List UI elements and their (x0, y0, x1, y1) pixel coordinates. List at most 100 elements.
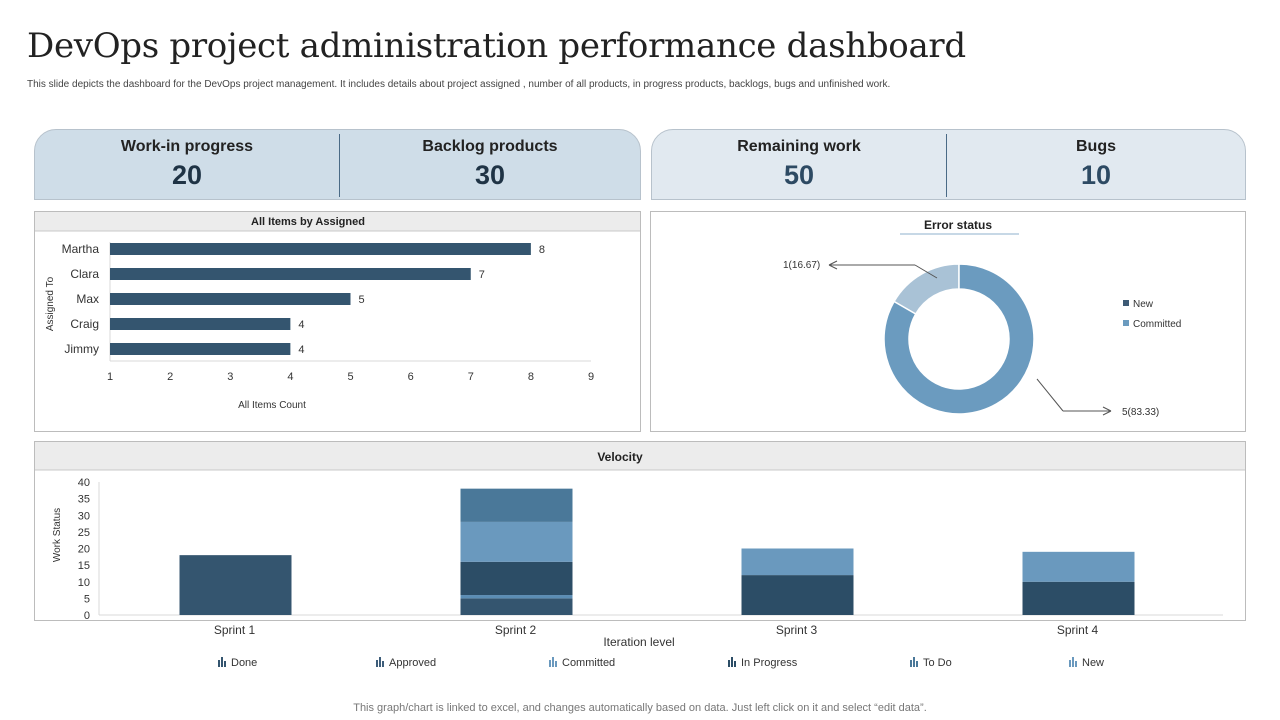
velocity-y-tick: 20 (78, 544, 90, 556)
velocity-segment (179, 555, 292, 615)
assigned-bar (110, 343, 291, 355)
velocity-y-tick: 25 (78, 527, 90, 539)
kpi-value: 30 (474, 160, 506, 190)
bar-chart-icon (1068, 656, 1080, 670)
assigned-category-label: Martha (62, 242, 100, 256)
velocity-x-axis-label: Iteration level (603, 635, 674, 649)
assigned-x-tick: 3 (227, 371, 233, 383)
velocity-segment (741, 548, 854, 576)
assigned-data-label: 7 (479, 269, 485, 281)
kpi-label: Bugs (1076, 138, 1116, 155)
velocity-segment (460, 595, 573, 599)
legend-committed-label: Committed (1133, 319, 1181, 330)
legend-committed: Committed (548, 656, 615, 670)
velocity-y-tick: 30 (78, 510, 90, 522)
error-status-panel: Error status 1(16.67) 5(83.33) New Commi… (650, 211, 1246, 432)
kpi-divider (946, 134, 947, 197)
kpi-bugs: Bugs 10 (947, 130, 1245, 199)
assigned-category-label: Clara (70, 267, 99, 281)
assigned-chart-header (35, 212, 640, 231)
velocity-x-tick: Sprint 2 (495, 623, 537, 637)
page-subtitle: This slide depicts the dashboard for the… (27, 79, 891, 90)
bar-chart-icon (548, 656, 560, 670)
velocity-segment (460, 598, 573, 615)
assigned-chart-panel: All Items by Assigned Martha 8 Clara 7 Max 5 C… (34, 211, 641, 432)
legend-done: Done (217, 656, 257, 670)
bar-chart-icon (909, 656, 921, 670)
velocity-segment (460, 521, 573, 562)
kpi-value: 20 (171, 160, 203, 190)
velocity-x-tick: Sprint 4 (1057, 623, 1099, 637)
velocity-x-tick: Sprint 1 (214, 623, 256, 637)
velocity-stacked-bar-chart: Velocity 0 5 10 15 20 25 30 35 40 Work Status (35, 442, 1245, 622)
velocity-panel: Velocity 0 5 10 15 20 25 30 35 40 Work Status (34, 441, 1246, 622)
velocity-segment (1022, 581, 1135, 615)
assigned-x-tick: 5 (347, 371, 353, 383)
velocity-title: Velocity (597, 450, 643, 464)
assigned-data-label: 8 (539, 244, 545, 256)
velocity-y-tick: 10 (78, 577, 90, 589)
legend-in-progress: In Progress (727, 656, 797, 670)
bar-chart-icon (217, 656, 229, 670)
kpi-backlog-products: Backlog products 30 (340, 130, 640, 199)
velocity-y-tick: 40 (78, 477, 90, 489)
velocity-segment (1022, 551, 1135, 582)
new-data-label: 1(16.67) (783, 260, 820, 271)
bar-chart-icon (375, 656, 387, 670)
assigned-data-label: 4 (298, 344, 304, 356)
assigned-x-tick: 7 (468, 371, 474, 383)
kpi-label: Work-in progress (120, 138, 254, 155)
donut-slice-committed (883, 263, 1035, 415)
committed-leader-line (1036, 378, 1064, 412)
assigned-x-tick: 9 (588, 371, 594, 383)
assigned-x-tick: 6 (408, 371, 414, 383)
assigned-bar (110, 293, 351, 305)
velocity-x-ticks: Sprint 1 Sprint 2 Sprint 3 Sprint 4 Iterati… (214, 623, 1099, 649)
legend-in-progress-label: In Progress (741, 657, 798, 669)
assigned-bar (110, 268, 471, 280)
velocity-segment (460, 488, 573, 522)
committed-leader-arrow (1102, 406, 1112, 416)
velocity-x-tick: Sprint 3 (776, 623, 818, 637)
assigned-data-label: 4 (298, 319, 304, 331)
new-leader-line (914, 264, 938, 279)
legend-to-do: To Do (909, 656, 952, 670)
velocity-y-tick: 15 (78, 560, 90, 572)
assigned-bar (110, 318, 291, 330)
assigned-category-label: Max (76, 292, 99, 306)
error-status-donut-chart: Error status 1(16.67) 5(83.33) New Commi… (783, 218, 1181, 418)
assigned-category-label: Jimmy (64, 342, 99, 356)
legend-committed-label: Committed (562, 657, 616, 669)
legend-to-do-label: To Do (923, 657, 952, 669)
assigned-x-tick: 4 (287, 371, 293, 383)
kpi-work-in-progress: Work-in progress 20 (35, 130, 339, 199)
assigned-chart-title: All Items by Assigned (251, 216, 365, 228)
kpi-card-left: Work-in progress 20 Backlog products 30 (34, 129, 641, 200)
assigned-x-tick: 1 (107, 371, 113, 383)
legend-approved: Approved (375, 656, 436, 670)
assigned-x-tick: 2 (167, 371, 173, 383)
committed-data-label: 5(83.33) (1122, 407, 1159, 418)
legend-committed-swatch (1123, 320, 1129, 326)
kpi-label: Remaining work (737, 138, 861, 155)
assigned-data-label: 5 (359, 294, 365, 306)
error-status-title: Error status (924, 218, 992, 232)
assigned-bar-chart: All Items by Assigned Martha 8 Clara 7 Max 5 C… (35, 212, 640, 411)
bar-chart-icon (727, 656, 739, 670)
kpi-label: Backlog products (422, 138, 558, 155)
kpi-divider (339, 134, 340, 197)
velocity-segment (741, 575, 854, 615)
kpi-value: 50 (783, 160, 815, 190)
assigned-x-axis-label: All Items Count (238, 400, 306, 411)
legend-new-swatch (1123, 300, 1129, 306)
velocity-y-tick: 0 (84, 610, 90, 620)
assigned-bar (110, 243, 531, 255)
velocity-y-axis-label: Work Status (52, 508, 63, 562)
velocity-y-tick: 35 (78, 494, 90, 506)
legend-done-label: Done (231, 657, 258, 669)
legend-new-label: New (1133, 299, 1154, 310)
footer-note: This graph/chart is linked to excel, and… (353, 702, 927, 714)
velocity-y-tick: 5 (84, 593, 90, 605)
assigned-x-tick: 8 (528, 371, 534, 383)
new-leader-arrow (828, 260, 838, 270)
